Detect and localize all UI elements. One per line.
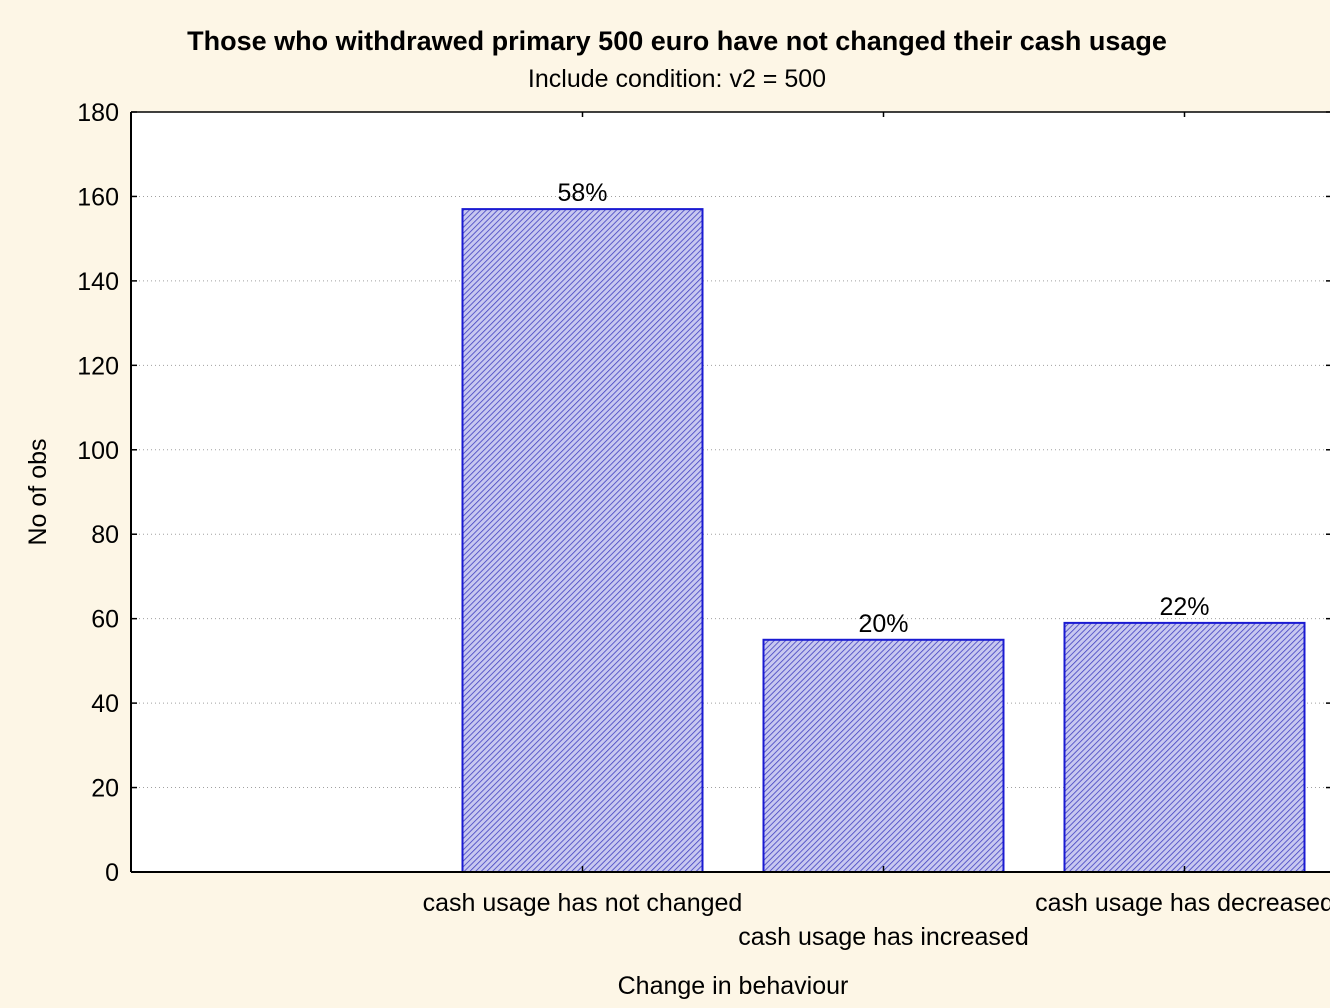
bar [762, 638, 1005, 873]
y-tick-label: 0 [105, 859, 119, 887]
axes [130, 111, 1330, 873]
y-tick-label: 120 [77, 352, 119, 380]
y-tick-label: 160 [77, 183, 119, 211]
y-tick-label: 100 [77, 437, 119, 465]
y-tick-label: 140 [77, 268, 119, 296]
bar [461, 208, 704, 874]
bar-data-label: 20% [858, 610, 908, 638]
y-axis-label: No of obs [24, 438, 52, 545]
x-tick-label: cash usage has decreased [1035, 889, 1330, 917]
y-tick-label: 40 [91, 690, 119, 718]
x-axis-label: Change in behaviour [618, 972, 849, 1000]
y-tick-label: 80 [91, 521, 119, 549]
bars [461, 208, 1306, 874]
bar-data-label: 58% [557, 179, 607, 207]
x-tick-label: cash usage has not changed [423, 889, 743, 917]
y-tick-label: 60 [91, 606, 119, 634]
y-tick-label: 20 [91, 775, 119, 803]
x-tick-label: cash usage has increased [738, 923, 1028, 951]
bar [1063, 621, 1306, 874]
y-tick-label: 180 [77, 99, 119, 127]
bar-data-label: 22% [1159, 593, 1209, 621]
chart-title: Those who withdrawed primary 500 euro ha… [187, 26, 1167, 56]
chart-subtitle: Include condition: v2 = 500 [528, 65, 826, 93]
labels: 0 20 40 60 80 100 120 140 160 180 58% cash usage ha… [77, 99, 1330, 951]
